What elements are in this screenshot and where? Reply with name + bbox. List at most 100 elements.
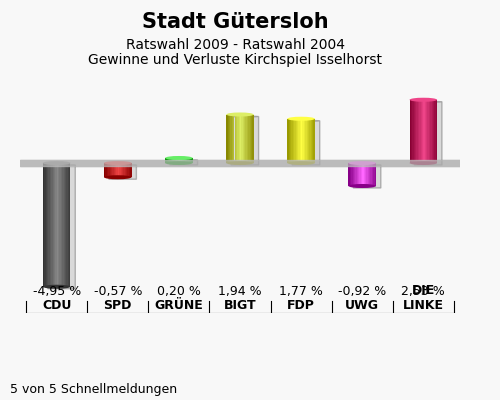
Text: -4,95 %: -4,95 % <box>32 285 81 298</box>
Bar <box>244 114 246 163</box>
Bar <box>414 100 415 163</box>
Text: 2,53 %: 2,53 % <box>402 285 445 298</box>
FancyBboxPatch shape <box>414 102 442 165</box>
Ellipse shape <box>48 164 76 166</box>
Bar <box>430 100 432 163</box>
Bar <box>370 163 372 186</box>
Bar <box>351 163 352 186</box>
Bar <box>312 119 314 163</box>
Text: 1,94 %: 1,94 % <box>218 285 262 298</box>
Ellipse shape <box>165 161 192 165</box>
Bar <box>373 163 374 186</box>
Bar <box>172 158 174 163</box>
Bar <box>374 163 376 186</box>
Bar <box>250 114 251 163</box>
Bar <box>252 114 254 163</box>
Text: FDP: FDP <box>287 299 315 312</box>
Bar <box>233 114 234 163</box>
Bar <box>352 163 354 186</box>
Bar <box>119 163 120 177</box>
Bar <box>361 163 362 186</box>
Bar <box>110 163 111 177</box>
Bar <box>114 163 115 177</box>
Bar <box>411 100 412 163</box>
Bar <box>420 100 422 163</box>
Ellipse shape <box>288 161 315 165</box>
Bar <box>293 119 294 163</box>
FancyBboxPatch shape <box>170 160 198 165</box>
Bar <box>183 158 184 163</box>
Bar <box>288 119 290 163</box>
Ellipse shape <box>410 161 437 165</box>
Bar <box>424 100 426 163</box>
Bar <box>186 158 187 163</box>
Bar <box>372 163 373 186</box>
Bar <box>412 100 414 163</box>
Bar <box>240 114 242 163</box>
Bar <box>179 158 180 163</box>
Bar <box>290 119 292 163</box>
Bar <box>118 163 119 177</box>
Bar <box>358 163 360 186</box>
Bar <box>364 163 365 186</box>
Bar <box>433 100 434 163</box>
Bar <box>50 163 51 287</box>
Bar <box>178 158 179 163</box>
Text: GRÜNE: GRÜNE <box>154 299 204 312</box>
Bar <box>292 119 293 163</box>
Bar <box>360 163 361 186</box>
Bar <box>314 119 315 163</box>
Bar <box>410 100 411 163</box>
Bar <box>238 114 240 163</box>
Bar <box>426 100 428 163</box>
Bar <box>115 163 116 177</box>
Bar <box>237 114 238 163</box>
Bar <box>190 158 192 163</box>
Bar <box>428 100 429 163</box>
Text: UWG: UWG <box>345 299 379 312</box>
Bar <box>120 163 122 177</box>
Text: 5 von 5 Schnellmeldungen: 5 von 5 Schnellmeldungen <box>10 383 177 396</box>
Bar <box>306 119 308 163</box>
Bar <box>124 163 126 177</box>
Bar <box>415 100 416 163</box>
Ellipse shape <box>288 117 315 121</box>
Bar <box>294 119 296 163</box>
Bar <box>247 114 248 163</box>
Bar <box>236 114 237 163</box>
Bar <box>229 114 230 163</box>
Bar <box>69 163 70 287</box>
Bar <box>20 160 460 166</box>
Bar <box>60 163 61 287</box>
Bar <box>436 100 437 163</box>
Bar <box>176 158 178 163</box>
Bar <box>429 100 430 163</box>
FancyBboxPatch shape <box>231 116 258 165</box>
Bar <box>350 163 351 186</box>
Bar <box>418 100 419 163</box>
Ellipse shape <box>109 164 136 166</box>
Bar <box>175 158 176 163</box>
Bar <box>369 163 370 186</box>
Bar <box>228 114 229 163</box>
Bar <box>226 114 228 163</box>
Bar <box>128 163 129 177</box>
Bar <box>170 158 172 163</box>
Text: CDU: CDU <box>42 299 72 312</box>
Ellipse shape <box>226 161 254 165</box>
Bar <box>168 158 170 163</box>
Ellipse shape <box>410 98 437 102</box>
Bar <box>166 158 168 163</box>
Bar <box>43 163 44 287</box>
Bar <box>305 119 306 163</box>
Bar <box>308 119 310 163</box>
Bar <box>232 114 233 163</box>
Text: SPD: SPD <box>104 299 132 312</box>
Bar <box>68 163 69 287</box>
Ellipse shape <box>348 184 376 188</box>
Bar <box>419 100 420 163</box>
Bar <box>174 158 175 163</box>
Bar <box>54 163 56 287</box>
Bar <box>302 119 304 163</box>
Bar <box>104 163 106 177</box>
